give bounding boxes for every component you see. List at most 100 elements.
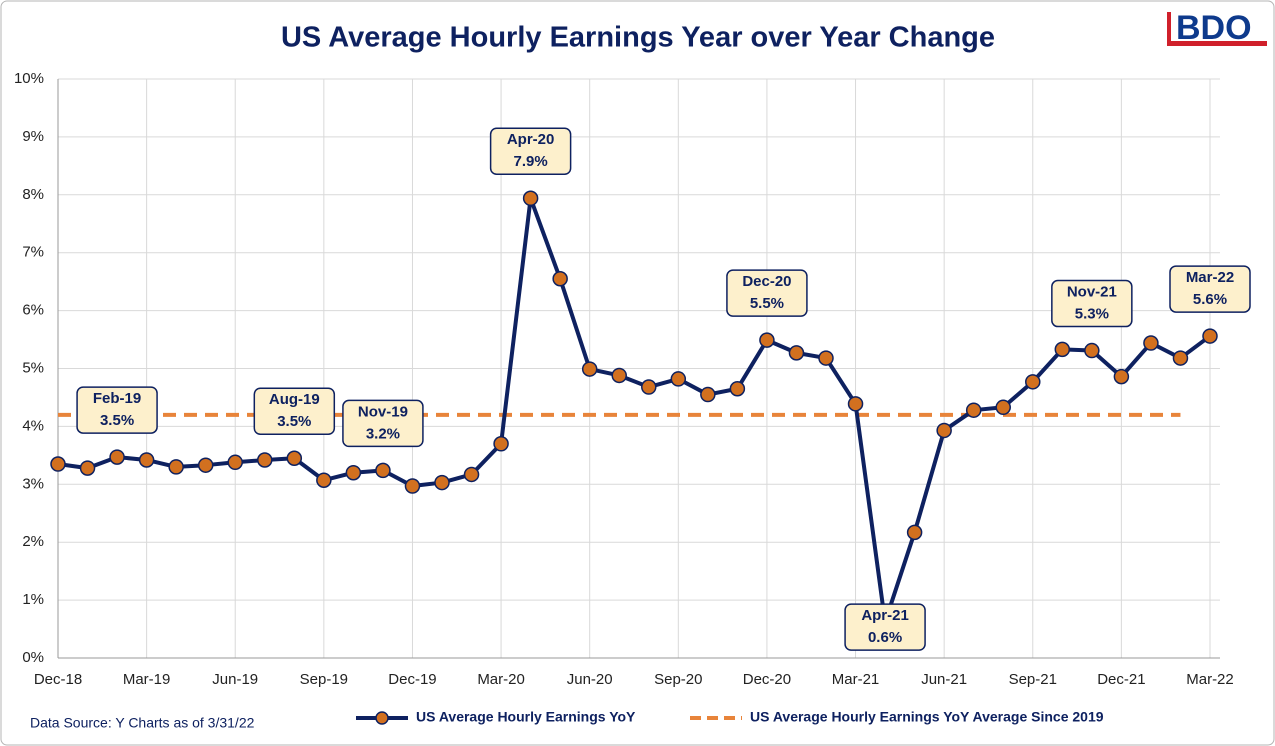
y-tick-label: 3%: [22, 475, 44, 492]
data-label: 7.9%: [514, 153, 548, 170]
y-tick-label: 2%: [22, 533, 44, 550]
callout-box: [1169, 265, 1251, 313]
data-point: [1025, 374, 1041, 390]
data-point: [906, 524, 923, 541]
data-point: [670, 371, 687, 387]
data-point: [257, 452, 273, 468]
data-point: [463, 466, 480, 483]
y-tick-label: 1%: [22, 591, 44, 608]
x-tick-label: Mar-21: [832, 671, 880, 688]
callout-box: [726, 269, 808, 317]
data-label: 5.6%: [1193, 291, 1227, 308]
callout-date: Nov-21: [1067, 284, 1117, 301]
data-point: [138, 452, 155, 468]
y-tick-label: 7%: [22, 244, 44, 261]
callout-date: Dec-20: [742, 273, 791, 290]
data-point: [581, 361, 598, 377]
data-point: [286, 450, 303, 466]
callout-box: [76, 386, 158, 434]
data-point: [345, 464, 362, 481]
x-tick-label: Dec-19: [388, 671, 436, 688]
x-tick-label: Mar-20: [477, 671, 525, 688]
data-point: [375, 462, 391, 479]
y-tick-label: 8%: [22, 186, 44, 203]
callout-date: Aug-19: [269, 391, 320, 408]
callout-box: [489, 127, 572, 176]
x-tick-label: Dec-18: [34, 671, 82, 688]
data-point: [227, 454, 243, 471]
data-point: [50, 456, 66, 472]
callout-date: Mar-22: [1186, 269, 1234, 286]
plot-area: 0% 1% 2% 3% 4% 5% 6% 7% 8% 9% 10% Dec-18 Mar-19 Jun-1…: [14, 70, 1251, 688]
callout-box: [844, 603, 926, 651]
callout-box: [1051, 279, 1133, 328]
data-point: [936, 422, 952, 439]
data-point: [168, 459, 184, 475]
data-point: [995, 399, 1011, 416]
logo-bar: [1167, 12, 1171, 46]
data-point: [79, 460, 96, 476]
data-label: 0.6%: [868, 629, 902, 646]
data-line: [57, 196, 1212, 625]
data-label: 3.5%: [277, 413, 311, 430]
data-point: [1054, 341, 1071, 358]
data-point: [788, 345, 805, 361]
data-point: [1202, 328, 1218, 344]
data-point: [1113, 368, 1130, 385]
y-tick-label: 9%: [22, 128, 44, 145]
chart-title: US Average Hourly Earnings Year over Yea…: [281, 22, 995, 54]
data-point: [818, 350, 834, 366]
y-tick-label: 0%: [22, 649, 44, 666]
source-note: Data Source: Y Charts as of 3/31/22: [30, 715, 255, 731]
y-tick-label: 10%: [14, 70, 44, 87]
data-point: [611, 367, 627, 384]
data-point: [434, 474, 450, 491]
data-point: [729, 381, 746, 397]
data-point: [197, 457, 214, 473]
data-point: [316, 472, 332, 488]
data-label: 5.3%: [1075, 306, 1109, 323]
callout-date: Feb-19: [93, 390, 141, 407]
data-point: [847, 396, 864, 412]
data-point: [552, 271, 568, 287]
legend-marker: [375, 711, 389, 725]
x-tick-label: Dec-21: [1097, 671, 1145, 688]
data-label: 3.5%: [100, 412, 134, 429]
logo: BDO: [1176, 9, 1252, 47]
logo-bar: [1167, 41, 1267, 46]
y-tick-label: 6%: [22, 302, 44, 319]
x-tick-label: Jun-19: [212, 671, 258, 688]
callout-box: [253, 387, 336, 435]
y-tick-label: 5%: [22, 359, 44, 376]
x-tick-label: Sep-20: [654, 671, 702, 688]
data-point: [493, 436, 509, 452]
data-point: [641, 379, 657, 395]
data-point: [1172, 350, 1189, 366]
legend-label: US Average Hourly Earnings YoY: [416, 709, 636, 725]
callout-date: Apr-20: [507, 131, 555, 148]
data-point: [404, 478, 421, 494]
legend-label: US Average Hourly Earnings YoY Average S…: [750, 709, 1104, 725]
x-tick-label: Mar-22: [1186, 671, 1234, 688]
data-point: [1084, 342, 1100, 359]
x-tick-label: Jun-21: [921, 671, 967, 688]
data-point: [700, 386, 716, 403]
data-point: [1143, 335, 1159, 351]
data-label: 5.5%: [750, 295, 784, 312]
data-point: [109, 449, 125, 465]
callout-date: Apr-21: [861, 607, 909, 624]
data-label: 3.2%: [366, 425, 400, 442]
x-tick-label: Mar-19: [123, 671, 171, 688]
x-tick-label: Jun-20: [567, 671, 613, 688]
data-point: [759, 332, 775, 348]
data-point: [965, 402, 982, 418]
x-tick-label: Sep-19: [300, 671, 348, 688]
x-tick-label: Sep-21: [1009, 671, 1057, 688]
callout-date: Nov-19: [358, 403, 408, 420]
y-tick-label: 4%: [22, 417, 44, 434]
x-tick-label: Dec-20: [743, 671, 791, 688]
callout-box: [342, 399, 424, 448]
data-point: [522, 190, 539, 207]
